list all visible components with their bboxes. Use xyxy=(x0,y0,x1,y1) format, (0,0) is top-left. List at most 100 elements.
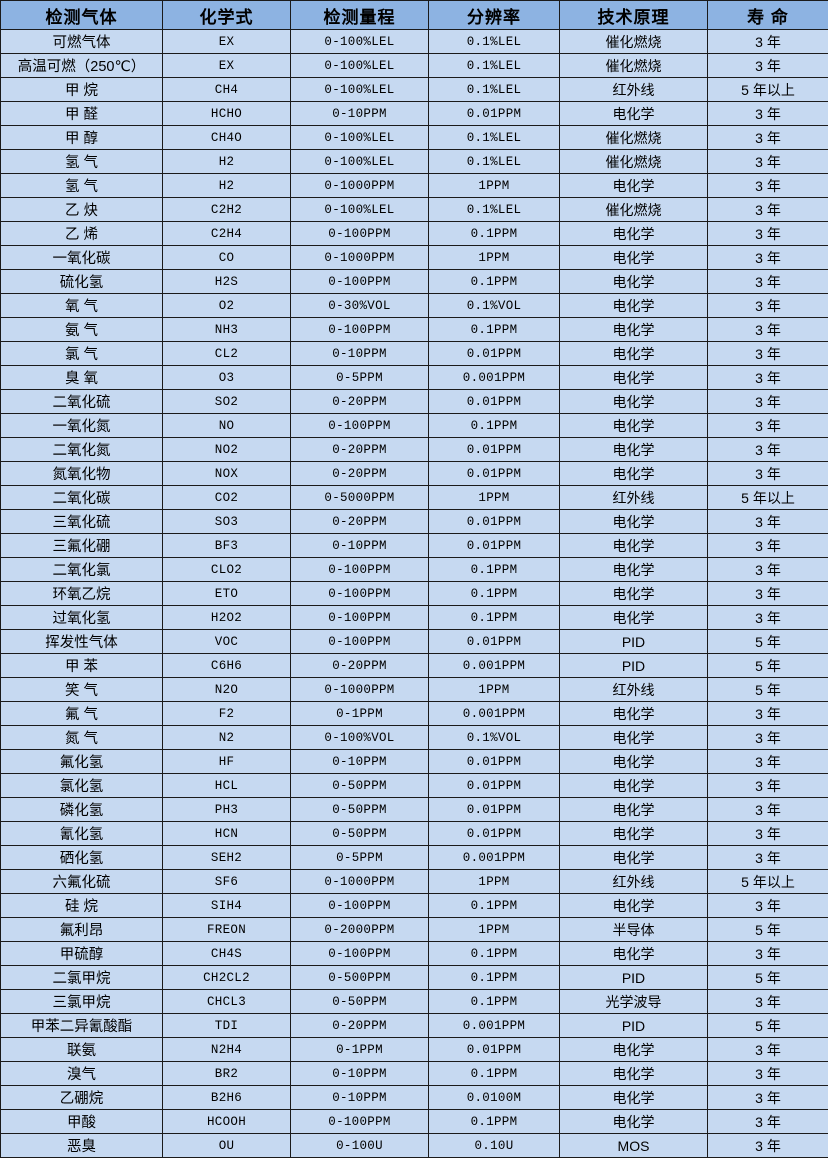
cell-principle: PID xyxy=(560,654,708,678)
cell-principle: 电化学 xyxy=(560,774,708,798)
cell-life: 3 年 xyxy=(708,222,828,246)
cell-gas: 氟利昂 xyxy=(1,918,163,942)
cell-resolution: 0.1PPM xyxy=(429,222,560,246)
cell-gas: 二氧化氮 xyxy=(1,438,163,462)
cell-range: 0-50PPM xyxy=(291,822,429,846)
cell-gas: 硅 烷 xyxy=(1,894,163,918)
cell-gas: 乙 炔 xyxy=(1,198,163,222)
cell-principle: 电化学 xyxy=(560,726,708,750)
cell-resolution: 0.1PPM xyxy=(429,1062,560,1086)
cell-principle: MOS xyxy=(560,1134,708,1158)
cell-gas: 二氧化硫 xyxy=(1,390,163,414)
cell-principle: 电化学 xyxy=(560,534,708,558)
column-header-formula: 化学式 xyxy=(163,1,291,30)
cell-principle: 电化学 xyxy=(560,558,708,582)
cell-range: 0-100%LEL xyxy=(291,30,429,54)
cell-range: 0-100PPM xyxy=(291,318,429,342)
cell-range: 0-10PPM xyxy=(291,102,429,126)
cell-gas: 一氧化碳 xyxy=(1,246,163,270)
cell-formula: HCHO xyxy=(163,102,291,126)
cell-gas: 硫化氢 xyxy=(1,270,163,294)
cell-principle: 电化学 xyxy=(560,846,708,870)
cell-principle: 催化燃烧 xyxy=(560,198,708,222)
cell-formula: OU xyxy=(163,1134,291,1158)
cell-range: 0-100PPM xyxy=(291,630,429,654)
cell-range: 0-100%LEL xyxy=(291,198,429,222)
cell-formula: O2 xyxy=(163,294,291,318)
cell-gas: 笑 气 xyxy=(1,678,163,702)
cell-resolution: 0.1%LEL xyxy=(429,78,560,102)
cell-principle: 电化学 xyxy=(560,390,708,414)
cell-resolution: 0.10U xyxy=(429,1134,560,1158)
cell-principle: 催化燃烧 xyxy=(560,126,708,150)
cell-gas: 挥发性气体 xyxy=(1,630,163,654)
cell-formula: CH2CL2 xyxy=(163,966,291,990)
cell-resolution: 0.1PPM xyxy=(429,894,560,918)
cell-range: 0-1000PPM xyxy=(291,174,429,198)
cell-resolution: 0.1PPM xyxy=(429,942,560,966)
cell-principle: 电化学 xyxy=(560,750,708,774)
cell-resolution: 0.01PPM xyxy=(429,510,560,534)
cell-life: 3 年 xyxy=(708,534,828,558)
cell-range: 0-10PPM xyxy=(291,342,429,366)
cell-principle: 电化学 xyxy=(560,366,708,390)
cell-life: 5 年以上 xyxy=(708,486,828,510)
cell-range: 0-20PPM xyxy=(291,438,429,462)
cell-gas: 氯化氢 xyxy=(1,774,163,798)
cell-gas: 高温可燃（250℃） xyxy=(1,54,163,78)
cell-life: 5 年以上 xyxy=(708,870,828,894)
cell-formula: PH3 xyxy=(163,798,291,822)
cell-gas: 氰化氢 xyxy=(1,822,163,846)
cell-life: 3 年 xyxy=(708,1086,828,1110)
cell-life: 5 年 xyxy=(708,678,828,702)
cell-formula: H2 xyxy=(163,174,291,198)
cell-range: 0-1000PPM xyxy=(291,678,429,702)
cell-resolution: 0.1%VOL xyxy=(429,726,560,750)
cell-range: 0-1000PPM xyxy=(291,870,429,894)
cell-range: 0-2000PPM xyxy=(291,918,429,942)
cell-principle: 电化学 xyxy=(560,1038,708,1062)
cell-principle: 电化学 xyxy=(560,1086,708,1110)
cell-resolution: 0.001PPM xyxy=(429,654,560,678)
cell-resolution: 0.1PPM xyxy=(429,270,560,294)
cell-life: 3 年 xyxy=(708,606,828,630)
cell-range: 0-100PPM xyxy=(291,582,429,606)
cell-life: 5 年 xyxy=(708,966,828,990)
cell-resolution: 0.1PPM xyxy=(429,966,560,990)
cell-principle: 电化学 xyxy=(560,246,708,270)
column-header-range: 检测量程 xyxy=(291,1,429,30)
cell-principle: 电化学 xyxy=(560,702,708,726)
cell-resolution: 0.001PPM xyxy=(429,1014,560,1038)
cell-principle: 电化学 xyxy=(560,174,708,198)
cell-range: 0-20PPM xyxy=(291,654,429,678)
cell-life: 3 年 xyxy=(708,270,828,294)
cell-gas: 三氯甲烷 xyxy=(1,990,163,1014)
cell-formula: N2H4 xyxy=(163,1038,291,1062)
cell-resolution: 0.01PPM xyxy=(429,1038,560,1062)
cell-range: 0-5PPM xyxy=(291,846,429,870)
cell-gas: 甲苯二异氰酸酯 xyxy=(1,1014,163,1038)
cell-principle: 红外线 xyxy=(560,678,708,702)
cell-resolution: 0.1%LEL xyxy=(429,54,560,78)
cell-resolution: 0.1PPM xyxy=(429,582,560,606)
cell-formula: CO xyxy=(163,246,291,270)
cell-formula: EX xyxy=(163,54,291,78)
cell-resolution: 0.1PPM xyxy=(429,990,560,1014)
cell-range: 0-30%VOL xyxy=(291,294,429,318)
